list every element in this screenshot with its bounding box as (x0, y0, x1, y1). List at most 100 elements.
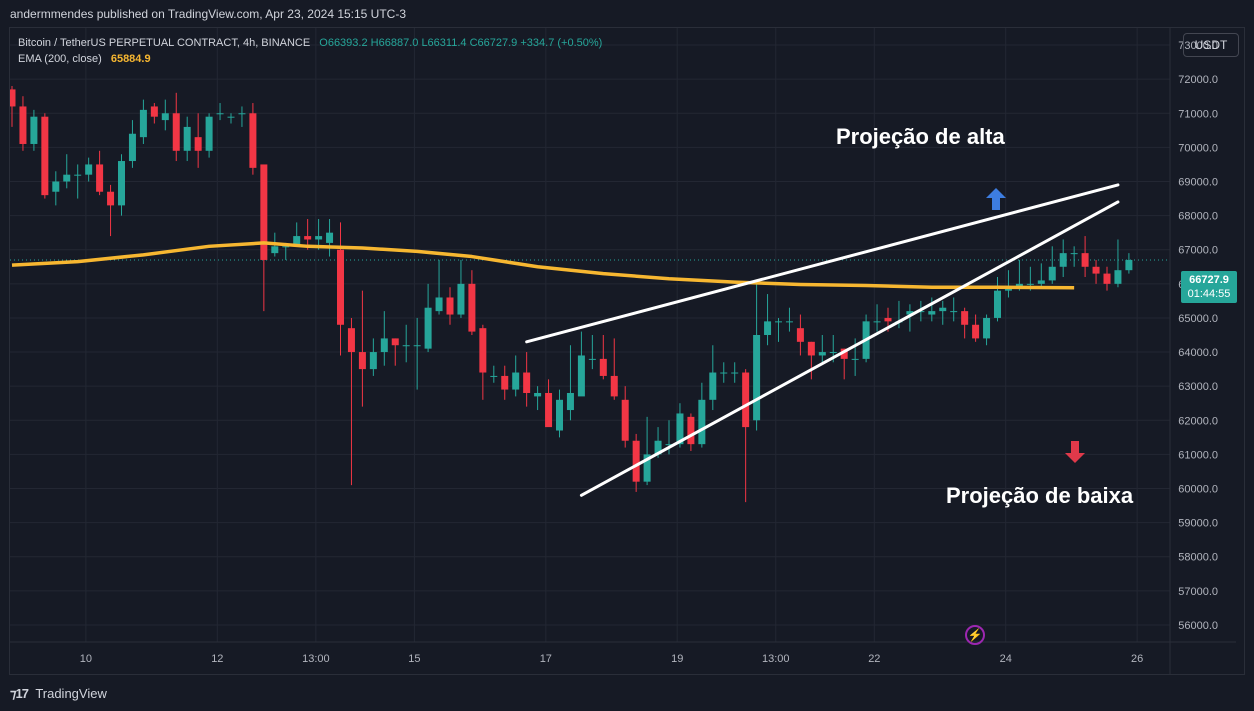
candle-body-up (534, 392, 542, 397)
x-tick-label: 10 (80, 653, 92, 665)
candle-body-up (577, 355, 585, 397)
candle-body-up (128, 133, 136, 162)
symbol-name[interactable]: Bitcoin / TetherUS PERPETUAL CONTRACT, 4… (18, 37, 311, 49)
candle-body-up (1015, 283, 1023, 288)
candle-body-up (698, 399, 706, 445)
candle-body-down (19, 106, 27, 144)
candle-body-up (1114, 270, 1122, 284)
candle-body-down (610, 375, 618, 397)
candle-body-down (1092, 266, 1100, 274)
last-price-value: 66727.9 (1189, 274, 1229, 286)
tradingview-logo-icon: ⁊17 (10, 686, 29, 701)
brand-name: TradingView (35, 686, 107, 701)
y-tick-label: 62000.0 (1178, 415, 1218, 427)
candle-body-down (150, 106, 158, 117)
y-tick-label: 71000.0 (1178, 108, 1218, 120)
candle-body-up (216, 113, 224, 115)
candle-body-down (1103, 273, 1111, 284)
y-tick-label: 57000.0 (1178, 586, 1218, 598)
wedge-trendline (525, 183, 1120, 344)
y-tick-label: 60000.0 (1178, 484, 1218, 496)
candle-body-up (643, 454, 651, 482)
ema-value: 65884.9 (110, 53, 151, 65)
bar-countdown: 01:44:55 (1187, 288, 1231, 300)
tradingview-brand[interactable]: ⁊17 TradingView (10, 686, 107, 702)
ema-label: EMA (200, close) (18, 53, 102, 65)
candle-body-down (358, 352, 366, 370)
candle-body-up (731, 372, 739, 374)
candle-body-up (139, 109, 147, 138)
x-tick-label: 19 (671, 653, 683, 665)
candle-body-down (545, 392, 553, 428)
x-tick-label: 26 (1131, 653, 1143, 665)
bearish-arrow-icon (1065, 441, 1085, 463)
bullish-arrow-icon (986, 188, 1006, 210)
y-tick-label: 65000.0 (1178, 313, 1218, 325)
candle-body-up (906, 311, 914, 315)
candle-body-up (917, 311, 925, 313)
candle-body-down (632, 440, 640, 482)
x-tick-label: 13:00 (762, 653, 790, 665)
ohlc-high: H66887.0 (370, 37, 419, 49)
ohlc-open: O66393.2 (319, 37, 368, 49)
candle-body-up (30, 116, 38, 144)
candle-body-down (479, 328, 487, 373)
candle-body-up (983, 317, 991, 339)
wedge-trendline (579, 200, 1120, 497)
candle-body-up (566, 392, 574, 411)
candle-body-down (249, 113, 257, 168)
candle-body-up (994, 290, 1001, 318)
x-tick-label: 13:00 (302, 653, 330, 665)
candle-body-up (720, 372, 728, 374)
candle-body-down (501, 375, 509, 390)
annotation-bullish: Projeção de alta (836, 124, 1005, 149)
candle-body-up (665, 444, 673, 446)
candle-body-up (588, 358, 596, 360)
candle-body-up (873, 321, 881, 323)
candle-body-down (107, 191, 115, 206)
candle-body-down (1081, 253, 1089, 267)
candle-body-up (457, 283, 465, 315)
candle-body-down (347, 328, 355, 353)
candle-body-up (512, 372, 520, 390)
candle-body-up (654, 440, 662, 455)
price-chart[interactable]: 73000.0 72000.0 71000.0 70000.0 69000.0 68000… (10, 28, 1236, 674)
candle-body-up (369, 352, 377, 370)
candle-body-down (972, 324, 980, 339)
ohlc-change: +334.7 (+0.50%) (520, 37, 603, 49)
candle-body-up (271, 246, 279, 254)
chart-frame (9, 27, 1245, 675)
candle-body-up (1048, 266, 1056, 281)
candle-body-up (74, 174, 82, 176)
y-tick-label: 69000.0 (1178, 177, 1218, 189)
candle-body-down (194, 137, 202, 151)
candle-body-down (884, 317, 892, 322)
top-bar: andermmendes published on TradingView.co… (0, 0, 1254, 26)
candle-body-up (413, 345, 421, 347)
y-tick-label: 70000.0 (1178, 142, 1218, 154)
candle-body-up (1059, 253, 1067, 267)
ema-200-line (11, 241, 1075, 290)
ema-row[interactable]: EMA (200, close) 65884.9 (18, 51, 602, 67)
currency-button[interactable]: USDT (1183, 33, 1239, 57)
y-tick-label: 73000.0 (1178, 40, 1218, 52)
candle-body-up (928, 311, 936, 315)
candle-body-down (260, 164, 268, 260)
candle-body-down (840, 348, 848, 359)
candle-body-down (96, 164, 104, 192)
last-price-label: 66727.9 01:44:55 (1181, 271, 1237, 303)
candle-body-up (238, 113, 246, 115)
publisher-line: andermmendes published on TradingView.co… (10, 7, 407, 21)
candle-body-down (172, 113, 180, 151)
candle-body-up (753, 335, 761, 421)
y-tick-label: 72000.0 (1178, 74, 1218, 86)
x-tick-label: 15 (408, 653, 420, 665)
candle-body-down (687, 416, 695, 445)
candle-body-up (85, 164, 93, 175)
candle-body-up (402, 345, 410, 347)
candle-body-up (282, 246, 290, 248)
candle-body-down (523, 372, 531, 393)
lightning-icon[interactable]: ⚡ (965, 625, 985, 645)
candle-body-down (337, 249, 344, 325)
ohlc-low: L66311.4 (421, 37, 467, 49)
